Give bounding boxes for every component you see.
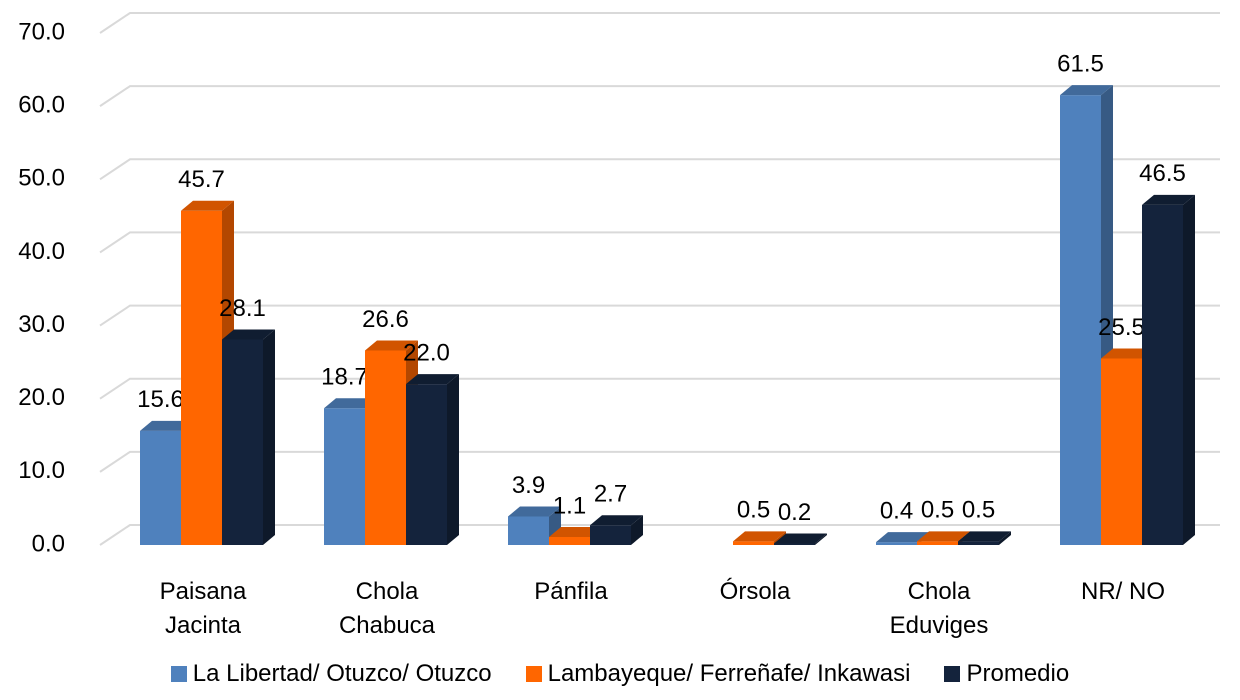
bar <box>774 533 827 545</box>
grid-line <box>99 85 1220 107</box>
bar-top <box>324 398 377 409</box>
legend-label: Promedio <box>966 660 1070 687</box>
bar-front <box>774 543 815 545</box>
legend-swatch <box>170 666 187 682</box>
bar-side <box>447 374 459 545</box>
y-tick-label: 0.0 <box>32 530 65 557</box>
value-label: 46.5 <box>1139 160 1186 187</box>
bar-side <box>1183 194 1195 545</box>
bar-front <box>590 525 631 545</box>
legend: La Libertad/ Otuzco/ Otuzco Lambayeque/ F… <box>0 660 1240 688</box>
bar-side <box>263 329 275 545</box>
bar-top <box>958 531 1011 542</box>
y-tick-label: 30.0 <box>18 311 65 338</box>
bar-top <box>406 374 459 385</box>
y-tick-label: 40.0 <box>18 238 65 265</box>
value-label: 15.6 <box>137 386 184 413</box>
bar-top <box>222 329 275 340</box>
bar-side <box>999 531 1011 545</box>
x-tick-label: Paisana Jacinta <box>159 578 247 639</box>
bar-top <box>1060 85 1113 96</box>
grid-line <box>99 158 1220 181</box>
bar <box>590 515 643 545</box>
bar-front <box>958 541 999 545</box>
bar-front <box>508 516 549 545</box>
bar-front <box>181 210 222 546</box>
bar-front <box>1142 204 1183 545</box>
value-label: 0.5 <box>962 497 995 524</box>
legend-item: Lambayeque/ Ferreñafe/ Inkawasi <box>525 660 911 688</box>
bar-front <box>406 384 447 545</box>
grid-line <box>99 304 1220 327</box>
x-tick-label: Órsola <box>719 578 791 605</box>
legend-item: Promedio <box>944 660 1069 688</box>
value-label: 0.4 <box>880 497 913 524</box>
bar-top <box>508 506 561 517</box>
grid-line <box>99 12 1220 34</box>
legend-label: Lambayeque/ Ferreñafe/ Inkawasi <box>547 660 911 687</box>
x-tick-label: Chola Eduviges <box>889 578 989 639</box>
bar-top <box>1101 348 1154 359</box>
legend-label: La Libertad/ Otuzco/ Otuzco <box>192 660 492 687</box>
bar-top <box>917 531 970 542</box>
y-tick-label: 70.0 <box>18 18 65 45</box>
bar-front <box>1060 95 1101 546</box>
value-label: 0.2 <box>778 499 811 526</box>
x-tick-label: NR/ NO <box>1081 578 1165 605</box>
bar-side <box>815 533 827 545</box>
y-tick-label: 10.0 <box>18 457 65 484</box>
value-label: 1.1 <box>553 492 586 519</box>
value-label: 2.7 <box>594 481 627 508</box>
bar-front <box>917 541 958 545</box>
value-label: 0.5 <box>921 497 954 524</box>
bar-front <box>324 408 365 545</box>
bar-front <box>222 339 263 545</box>
x-tick-label: Pánfila <box>534 578 608 605</box>
bar-top <box>365 340 418 351</box>
bar-top <box>549 526 602 537</box>
y-tick-label: 20.0 <box>18 384 65 411</box>
bar-top <box>140 420 193 431</box>
value-label: 26.6 <box>362 306 409 333</box>
legend-swatch <box>525 666 542 682</box>
x-tick-label: Chola Chabuca <box>338 578 436 639</box>
bar <box>958 531 1011 545</box>
value-label: 45.7 <box>178 166 225 193</box>
bar <box>1142 194 1195 545</box>
bar-top <box>876 532 929 543</box>
bar <box>222 329 275 545</box>
legend-item: La Libertad/ Otuzco/ Otuzco <box>170 660 492 688</box>
grid-line <box>99 450 1220 473</box>
value-label: 18.7 <box>321 364 368 391</box>
bar-top <box>733 531 786 542</box>
bar-front <box>876 542 917 545</box>
bar-front <box>733 541 774 545</box>
bar-front <box>365 350 406 545</box>
legend-swatch <box>944 666 961 682</box>
y-tick-label: 60.0 <box>18 91 65 118</box>
bar <box>406 374 459 545</box>
bar-side <box>631 515 643 545</box>
value-label: 0.5 <box>737 497 770 524</box>
value-label: 3.9 <box>512 472 545 499</box>
y-tick-label: 50.0 <box>18 165 65 192</box>
bar-front <box>140 430 181 545</box>
bar <box>733 531 786 545</box>
value-label: 22.0 <box>403 339 450 366</box>
value-label: 61.5 <box>1057 51 1104 78</box>
grid-line <box>99 377 1220 400</box>
grid-line <box>99 524 1220 546</box>
value-label: 25.5 <box>1098 314 1145 341</box>
bar-front <box>1101 358 1142 545</box>
bar-top <box>590 515 643 526</box>
bar-top <box>774 533 827 544</box>
bar-front <box>549 536 590 545</box>
grid-line <box>99 231 1220 254</box>
value-label: 28.1 <box>219 295 266 322</box>
bar-top <box>1142 194 1195 205</box>
bar-top <box>181 200 234 211</box>
